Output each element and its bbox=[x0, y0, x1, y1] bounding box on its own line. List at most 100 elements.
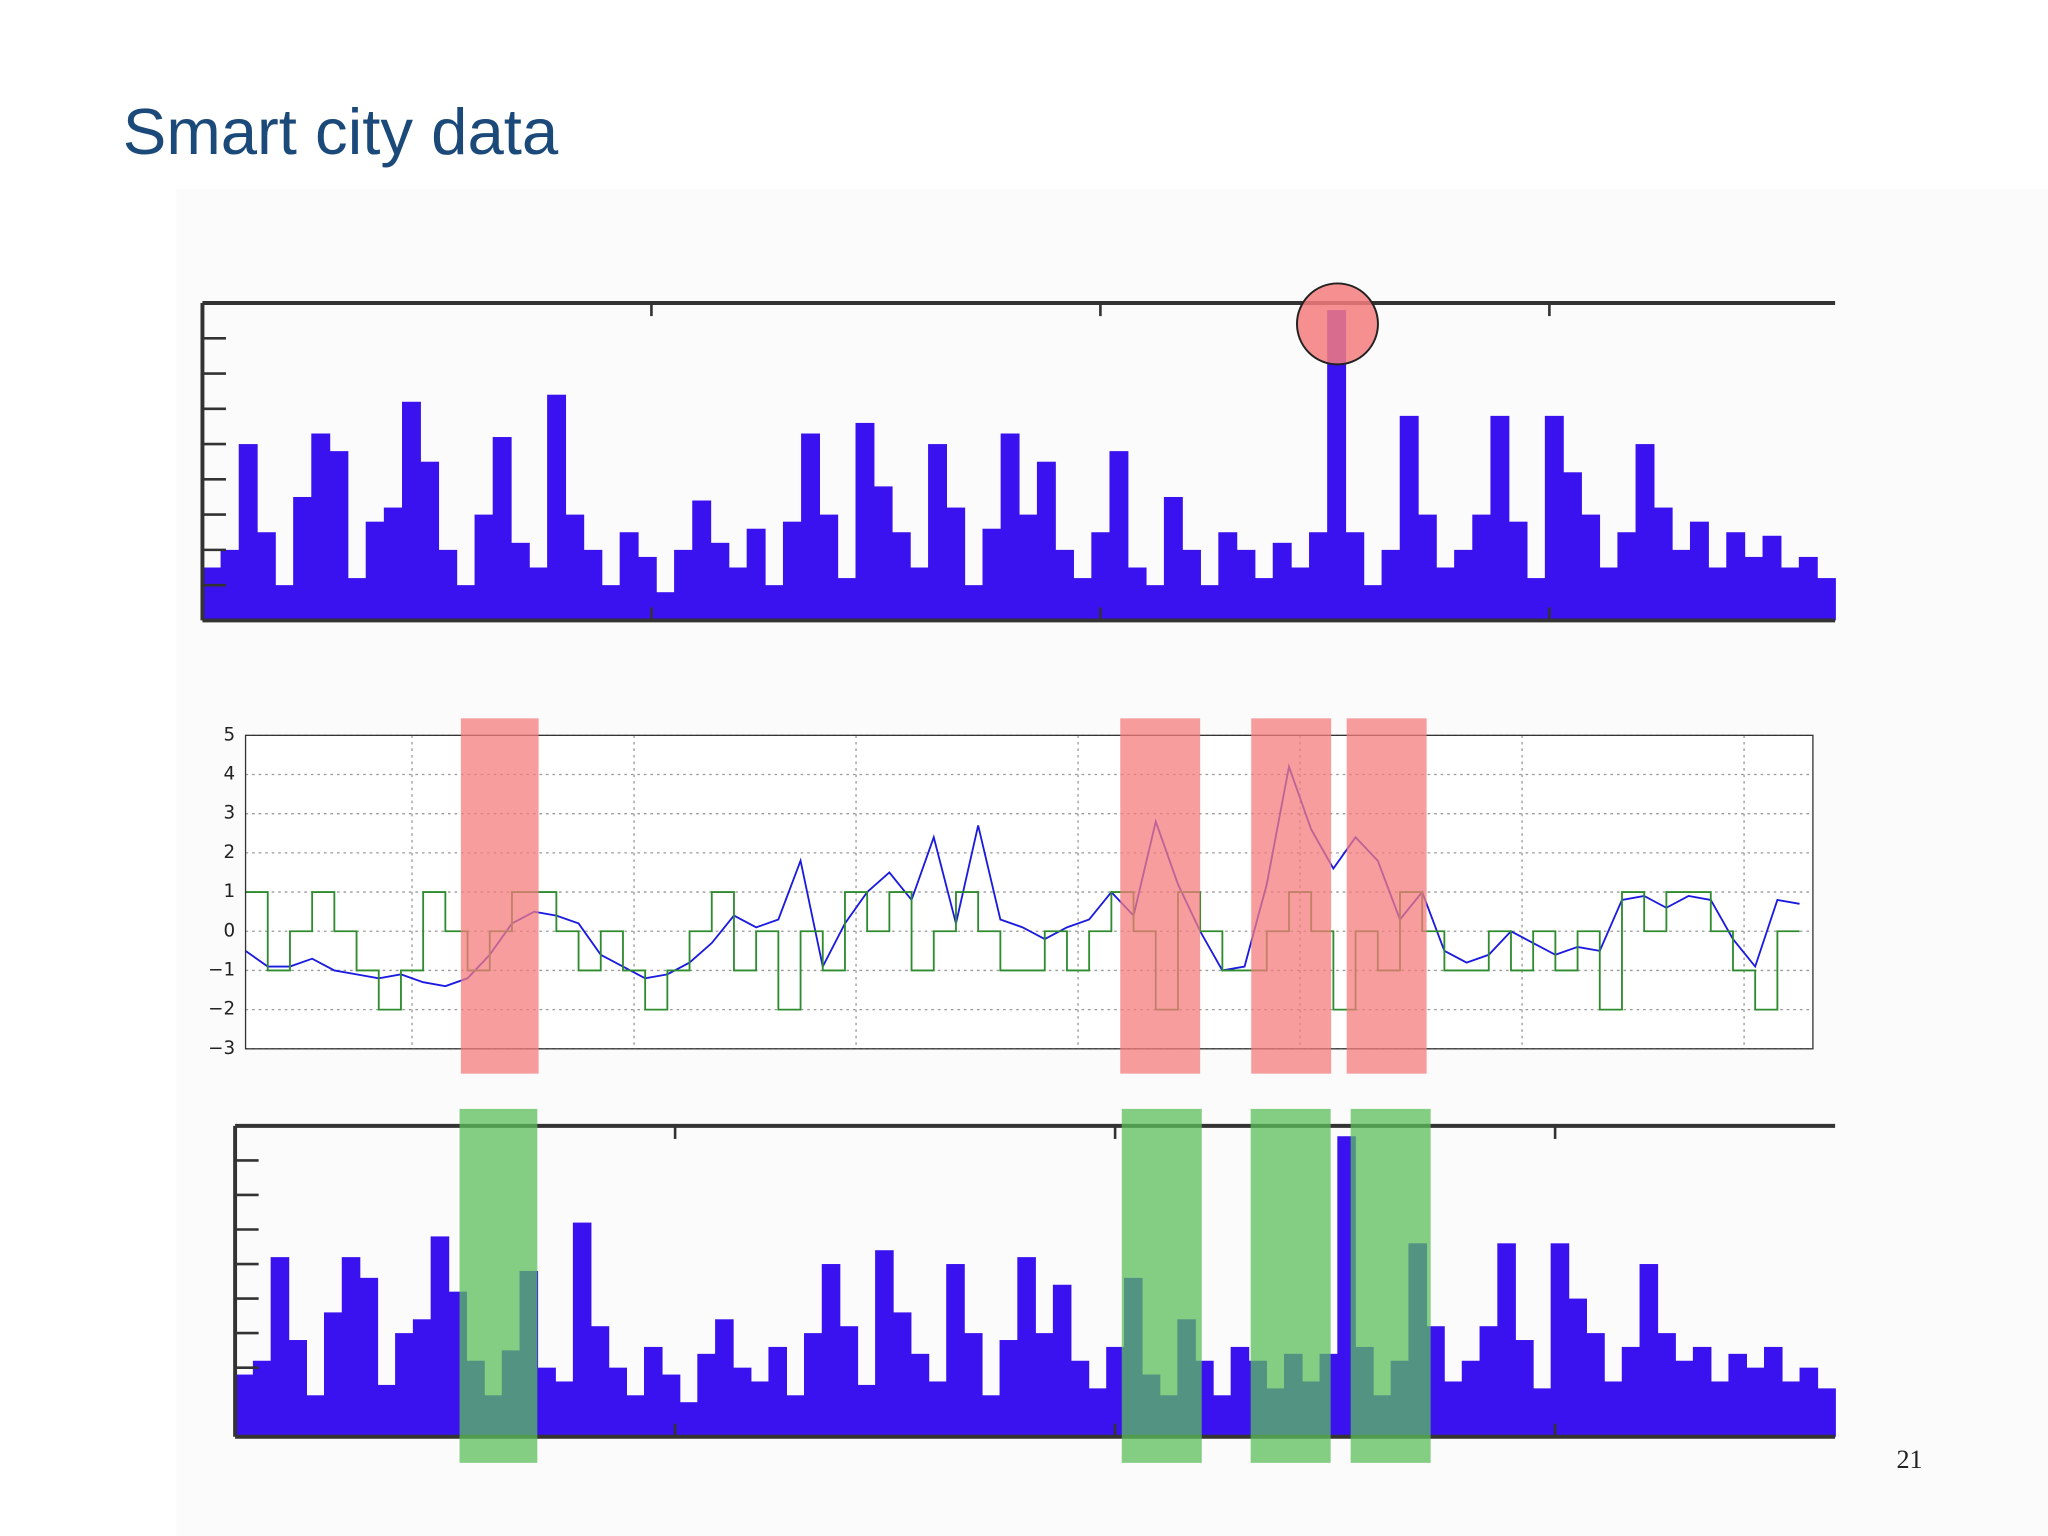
slide-title: Smart city data bbox=[123, 95, 559, 168]
bar bbox=[252, 1360, 272, 1437]
bar bbox=[1708, 567, 1728, 621]
bar bbox=[637, 556, 657, 621]
bar bbox=[275, 585, 294, 621]
bar bbox=[1163, 496, 1183, 621]
bar bbox=[323, 1312, 343, 1437]
bar bbox=[306, 1395, 325, 1437]
bar bbox=[1816, 578, 1836, 621]
bar bbox=[655, 592, 675, 621]
bar bbox=[679, 1402, 699, 1437]
bar bbox=[732, 1367, 752, 1437]
bar bbox=[1692, 1346, 1712, 1437]
bar bbox=[1017, 1257, 1036, 1437]
bar bbox=[1603, 1381, 1623, 1437]
y-tick-label: −3 bbox=[208, 1038, 235, 1059]
bar bbox=[837, 578, 857, 621]
bar bbox=[1426, 1326, 1445, 1437]
bar bbox=[1399, 415, 1419, 621]
y-tick-label: 5 bbox=[223, 724, 235, 745]
bar bbox=[803, 1333, 823, 1437]
bar bbox=[946, 507, 966, 621]
bar bbox=[1182, 549, 1201, 621]
bar bbox=[1109, 451, 1129, 621]
bar bbox=[674, 549, 694, 621]
bar bbox=[1653, 507, 1673, 621]
bar bbox=[270, 1257, 290, 1437]
bar bbox=[1106, 1346, 1125, 1437]
bar bbox=[1036, 461, 1056, 621]
bar bbox=[1290, 567, 1310, 621]
bar bbox=[456, 585, 476, 621]
bar bbox=[1055, 549, 1074, 621]
highlight-band bbox=[1121, 1108, 1202, 1463]
bar bbox=[1443, 1381, 1463, 1437]
bar bbox=[383, 507, 403, 621]
bar bbox=[1254, 578, 1274, 621]
bar bbox=[547, 394, 567, 621]
bar bbox=[946, 1264, 965, 1437]
bar bbox=[537, 1367, 556, 1437]
bar bbox=[365, 521, 385, 621]
bar bbox=[1617, 532, 1637, 621]
bar bbox=[1671, 549, 1691, 621]
bar bbox=[801, 433, 821, 621]
bar bbox=[1728, 1353, 1747, 1437]
bar bbox=[412, 1319, 432, 1437]
highlight-band bbox=[1346, 718, 1427, 1074]
highlight-band bbox=[460, 718, 539, 1074]
bar bbox=[1212, 1395, 1232, 1437]
bar bbox=[626, 1395, 645, 1437]
highlight-band bbox=[1250, 1108, 1331, 1463]
bar bbox=[873, 486, 893, 621]
bar bbox=[395, 1333, 414, 1437]
bar bbox=[341, 1257, 361, 1437]
bar bbox=[1710, 1381, 1730, 1437]
bar bbox=[768, 1346, 787, 1437]
bar bbox=[1472, 514, 1492, 621]
bar bbox=[1544, 415, 1564, 621]
bar bbox=[1657, 1333, 1676, 1437]
bar bbox=[1073, 578, 1093, 621]
y-tick-label: 2 bbox=[223, 842, 235, 863]
bar bbox=[293, 496, 313, 621]
bar bbox=[202, 567, 222, 621]
y-tick-label: −1 bbox=[208, 959, 235, 980]
bar bbox=[256, 532, 276, 621]
bar bbox=[1526, 578, 1546, 621]
bar bbox=[1381, 549, 1401, 621]
bar bbox=[438, 549, 458, 621]
bar bbox=[1817, 1388, 1836, 1437]
bar bbox=[430, 1236, 450, 1437]
highlight-band bbox=[1251, 718, 1332, 1074]
bar bbox=[1490, 415, 1510, 621]
bar bbox=[220, 549, 240, 621]
bar bbox=[697, 1353, 716, 1437]
bar bbox=[764, 585, 784, 621]
y-tick-label: 4 bbox=[223, 764, 235, 785]
bar bbox=[1762, 535, 1782, 621]
bar bbox=[964, 585, 984, 621]
bar bbox=[909, 567, 929, 621]
bar bbox=[1236, 549, 1256, 621]
bar bbox=[1436, 567, 1455, 621]
bar bbox=[1230, 1346, 1250, 1437]
bar bbox=[750, 1381, 770, 1437]
bar bbox=[1621, 1346, 1641, 1437]
bar bbox=[235, 1374, 254, 1437]
bar bbox=[715, 1319, 734, 1437]
bar bbox=[1532, 1388, 1552, 1437]
bar bbox=[1479, 1326, 1499, 1437]
bar bbox=[892, 1312, 912, 1437]
highlight-band bbox=[459, 1108, 538, 1463]
bar bbox=[1639, 1264, 1659, 1437]
bar bbox=[590, 1326, 610, 1437]
bar bbox=[1726, 532, 1746, 621]
bar bbox=[1763, 1346, 1783, 1437]
bar bbox=[963, 1333, 983, 1437]
bar bbox=[1746, 1367, 1765, 1437]
bar bbox=[1070, 1360, 1090, 1437]
bar bbox=[347, 578, 367, 621]
bar bbox=[782, 521, 802, 621]
bar bbox=[1417, 514, 1437, 621]
charts: −3 −2 −1 0 1 2 3 4 5 bbox=[200, 301, 1836, 1463]
